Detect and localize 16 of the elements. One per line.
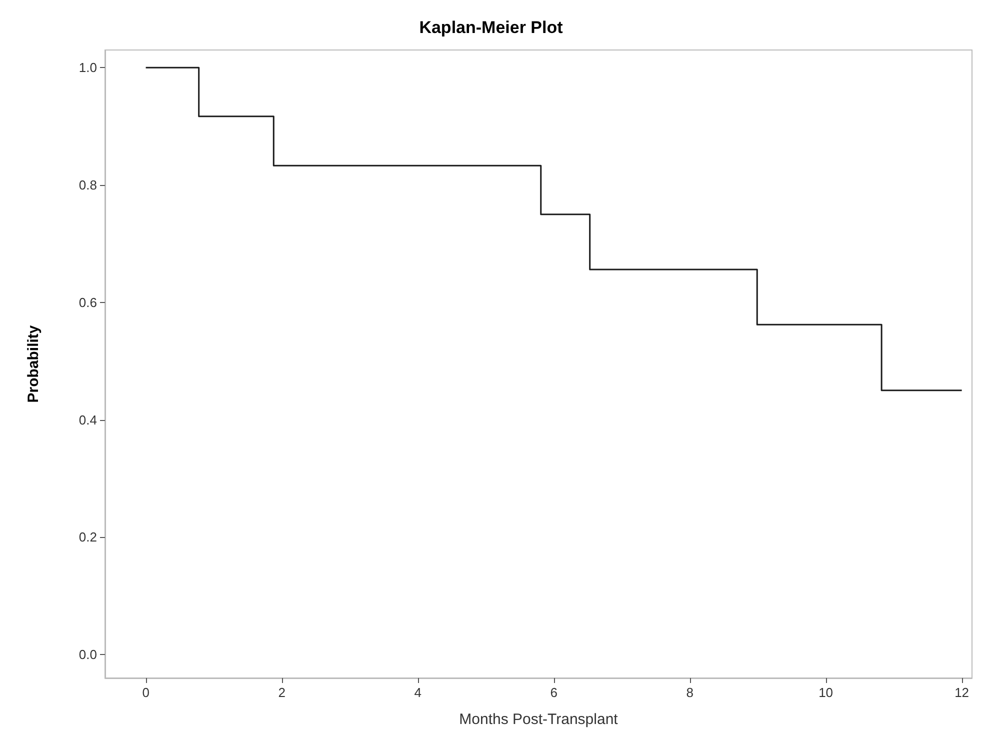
x-axis-title: Months Post-Transplant	[459, 711, 619, 728]
y-tick-label: 0.4	[78, 412, 97, 428]
x-tick-label: 0	[142, 685, 150, 700]
y-tick-label: 0.8	[78, 177, 97, 192]
chart-title: Kaplan-Meier Plot	[419, 18, 564, 37]
y-tick-label: 0.2	[78, 530, 97, 545]
x-tick-label: 10	[818, 685, 834, 700]
y-tick-label: 0.6	[78, 294, 97, 310]
y-tick-label: 0.0	[78, 647, 97, 662]
x-tick-label: 12	[954, 685, 970, 700]
x-tick-label: 2	[278, 685, 286, 700]
y-tick-label: 1.0	[78, 60, 97, 76]
x-tick-label: 8	[686, 685, 694, 700]
x-tick-label: 4	[414, 685, 422, 700]
x-tick-label: 6	[550, 685, 558, 700]
y-axis-title: Probability	[25, 324, 42, 403]
